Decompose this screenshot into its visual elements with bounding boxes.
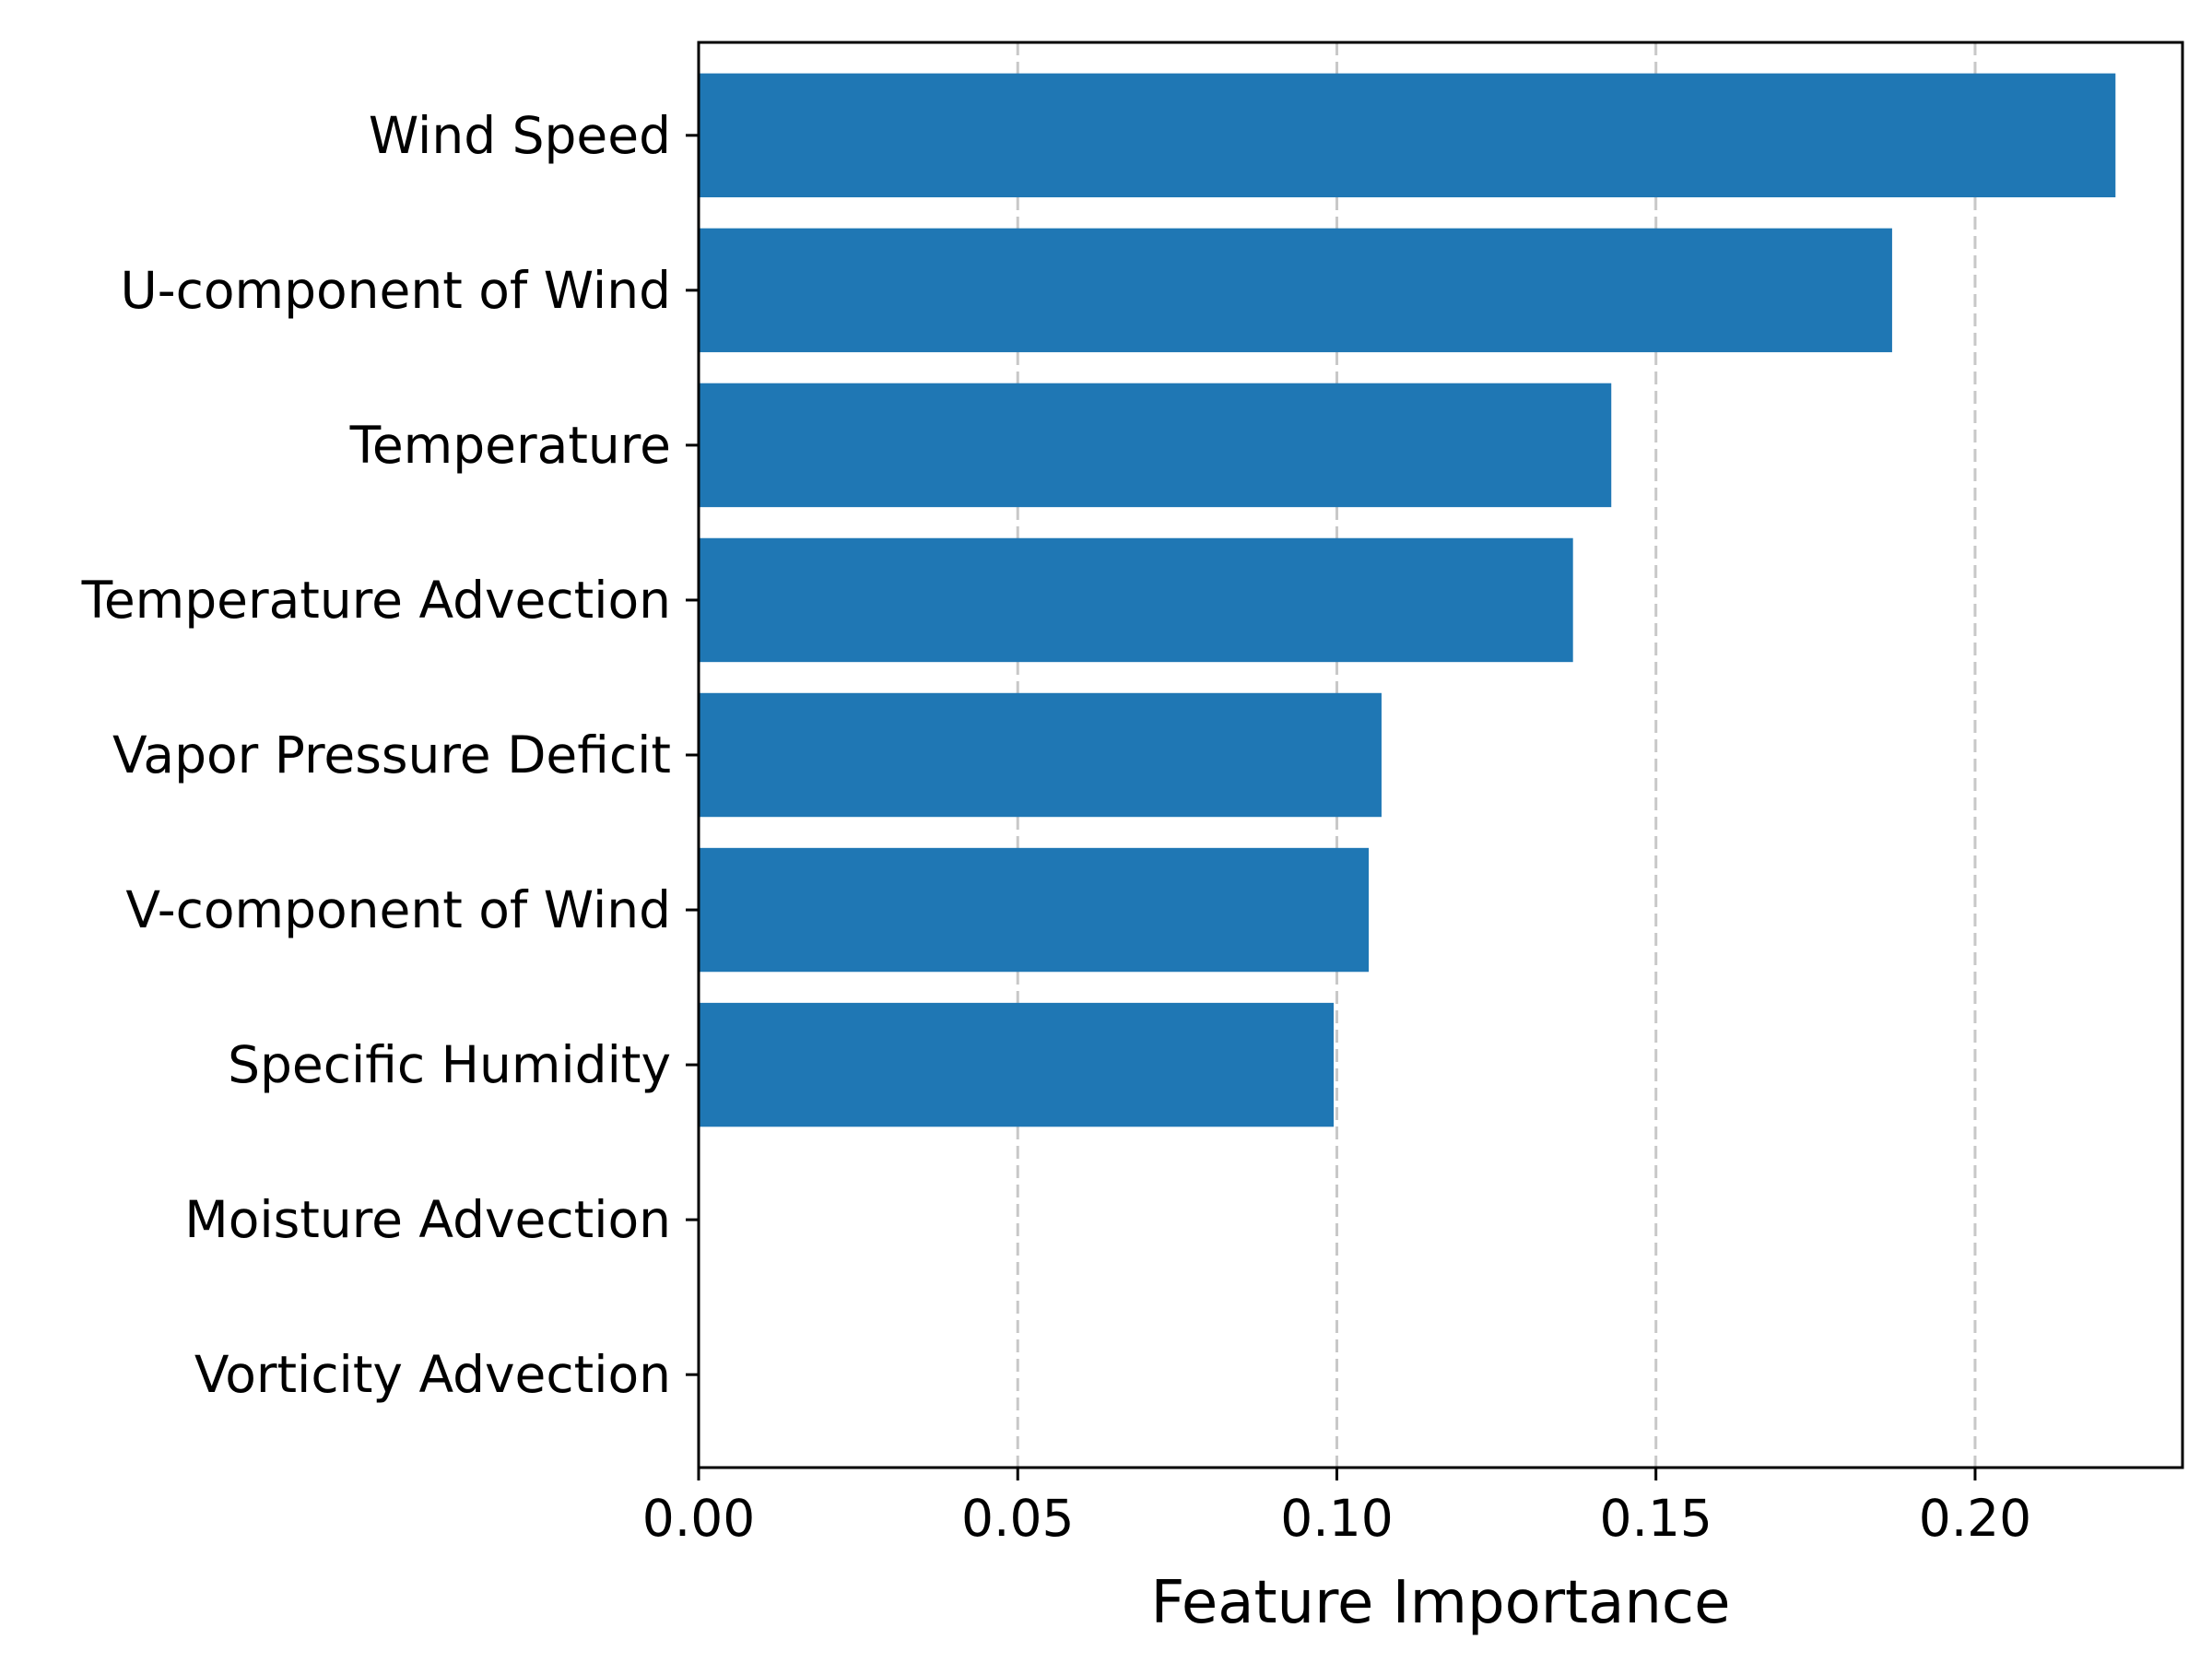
y-tick-label: V-component of Wind <box>125 880 671 939</box>
y-tick-label: Temperature <box>349 416 671 475</box>
bar <box>699 847 1370 973</box>
bar <box>699 537 1573 663</box>
y-tick-label: Temperature Advection <box>81 571 671 630</box>
bar <box>699 1002 1335 1127</box>
bar <box>699 73 2116 198</box>
y-tick-label: Wind Speed <box>369 106 671 165</box>
y-tick-label: Specific Humidity <box>228 1035 671 1094</box>
x-tick-label: 0.10 <box>1280 1489 1393 1548</box>
x-tick-label: 0.05 <box>961 1489 1074 1548</box>
y-tick-label: Vorticity Advection <box>194 1345 671 1404</box>
x-axis-ticks: 0.00 0.05 0.10 0.15 0.20 <box>642 1468 2031 1548</box>
y-tick-label: U-component of Wind <box>121 261 671 320</box>
bar <box>699 383 1612 508</box>
y-tick-label: Moisture Advection <box>184 1190 671 1249</box>
x-tick-label: 0.20 <box>1919 1489 2031 1548</box>
x-tick-label: 0.15 <box>1599 1489 1712 1548</box>
bar <box>699 692 1382 818</box>
bar <box>699 228 1892 353</box>
y-axis-ticks: Wind Speed U-component of Wind Temperature… <box>81 106 699 1404</box>
bars <box>699 73 2116 1127</box>
x-tick-label: 0.00 <box>642 1489 755 1548</box>
x-axis-label: Feature Importance <box>1151 1569 1731 1637</box>
y-tick-label: Vapor Pressure Deficit <box>112 725 671 784</box>
